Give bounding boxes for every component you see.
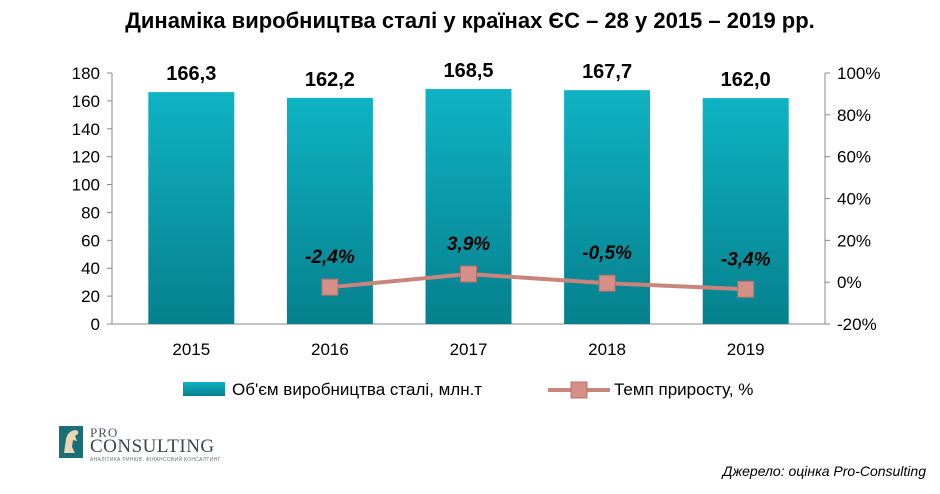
bar — [425, 89, 512, 325]
legend-bar-label: Об'єм виробництва сталі, млн.т — [232, 380, 482, 399]
y-right-tick-label: 80% — [837, 106, 871, 125]
growth-rate-label: -0,5% — [582, 243, 632, 264]
y-right-tick-label: 40% — [837, 190, 871, 209]
y-left-tick-label: 180 — [72, 64, 100, 83]
logo-pro-text: PRO — [90, 425, 119, 440]
x-tick-label: 2016 — [311, 340, 349, 359]
y-right-tick-label: 60% — [837, 148, 871, 167]
y-right-tick-label: -20% — [837, 315, 877, 334]
y-left-tick-label: 60 — [81, 231, 100, 250]
legend-marker-swatch — [570, 381, 588, 399]
y-left-tick-label: 80 — [81, 203, 100, 222]
y-left-tick-label: 0 — [91, 315, 100, 334]
logo-consulting-text: CONSULTING — [90, 436, 215, 457]
x-tick-label: 2015 — [172, 340, 210, 359]
growth-rate-label: -3,4% — [721, 249, 771, 270]
bar-value-label: 162,2 — [305, 69, 355, 91]
growth-rate-marker — [598, 274, 616, 292]
legend-line-label: Темп приросту, % — [614, 380, 753, 399]
x-tick-label: 2017 — [450, 340, 488, 359]
source-note: Джерело: оцінка Pro-Consulting — [722, 463, 926, 479]
x-tick-label: 2018 — [588, 340, 626, 359]
y-left-tick-label: 40 — [81, 259, 100, 278]
growth-rate-label: -2,4% — [305, 247, 355, 268]
growth-rate-marker — [737, 280, 755, 298]
legend-bar-swatch — [183, 382, 225, 396]
bar-value-label: 162,0 — [721, 69, 771, 91]
y-left-tick-label: 20 — [81, 287, 100, 306]
bar-value-label: 166,3 — [166, 63, 216, 85]
logo-tagline: АНАЛІТИКА РИНКІВ. ФІНАНСОВИЙ КОНСАЛТИНГ — [90, 457, 221, 463]
growth-rate-marker — [460, 265, 477, 283]
horse-logo-icon — [59, 426, 83, 458]
bar-value-label: 167,7 — [582, 61, 632, 83]
y-right-tick-label: 20% — [837, 231, 871, 250]
x-tick-label: 2019 — [727, 340, 765, 359]
bar — [148, 92, 235, 325]
y-left-tick-label: 120 — [72, 148, 100, 167]
y-left-tick-label: 160 — [72, 92, 100, 111]
growth-rate-marker — [321, 278, 339, 296]
bar-value-label: 168,5 — [443, 60, 493, 82]
y-left-tick-label: 140 — [72, 120, 100, 139]
growth-rate-label: 3,9% — [447, 234, 490, 255]
chart: 0 20 40 60 80 100 120 140 160 180 -20% 0% 20% 40% 60% 8… — [72, 60, 881, 399]
pro-consulting-logo: PRO CONSULTING АНАЛІТИКА РИНКІВ. ФІНАНСО… — [58, 425, 228, 463]
y-right-tick-label: 100% — [837, 64, 880, 83]
y-right-tick-label: 0% — [837, 273, 862, 292]
chart-title: Динаміка виробництва сталі у країнах ЄС … — [125, 8, 815, 33]
y-left-tick-label: 100 — [72, 176, 100, 195]
growth-rate-line — [329, 272, 746, 292]
